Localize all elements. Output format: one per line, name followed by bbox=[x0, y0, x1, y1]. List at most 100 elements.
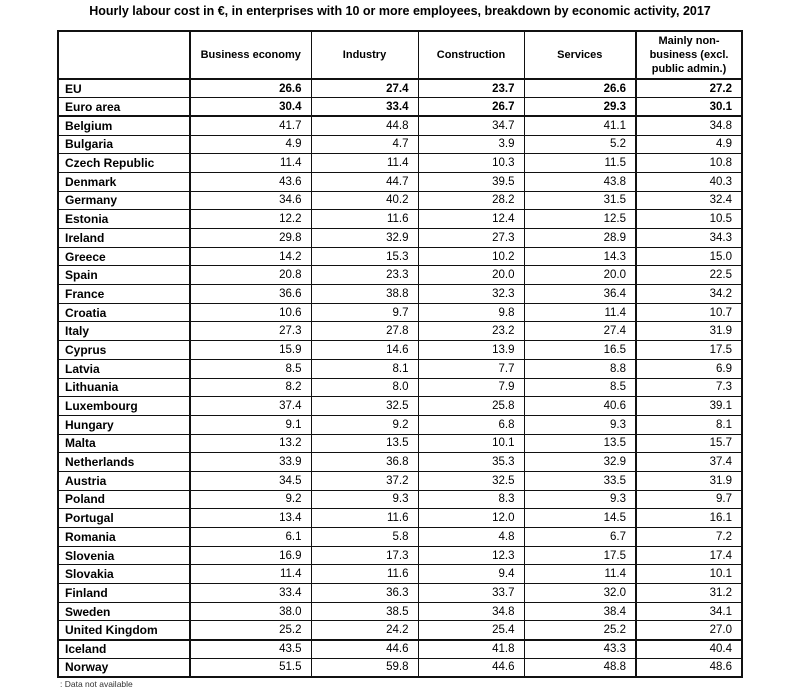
table-row: EU 26.6 27.4 23.7 26.6 27.2 bbox=[57, 78, 743, 99]
value-cell: 36.8 bbox=[310, 452, 419, 472]
value-cell: 34.7 bbox=[417, 115, 525, 136]
value-cell: 4.8 bbox=[417, 527, 525, 547]
value-cell: 27.2 bbox=[635, 78, 743, 99]
row-label: Italy bbox=[57, 321, 191, 342]
value-cell: 10.2 bbox=[417, 246, 525, 267]
row-label: Euro area bbox=[57, 97, 191, 117]
value-cell: 14.6 bbox=[310, 340, 419, 360]
value-cell: 35.3 bbox=[417, 452, 525, 472]
row-label: Austria bbox=[57, 470, 191, 491]
value-cell: 20.0 bbox=[417, 265, 525, 286]
value-cell: 32.3 bbox=[417, 284, 525, 304]
value-cell: 14.3 bbox=[523, 246, 637, 267]
value-cell: 51.5 bbox=[189, 657, 312, 678]
row-label: Malta bbox=[57, 433, 191, 454]
value-cell: 10.3 bbox=[417, 153, 525, 173]
value-cell: 31.9 bbox=[635, 321, 743, 342]
row-label: Ireland bbox=[57, 228, 191, 248]
value-cell: 11.6 bbox=[310, 508, 419, 528]
value-cell: 5.8 bbox=[310, 527, 419, 547]
table-row: Norway 51.5 59.8 44.6 48.8 48.6 bbox=[57, 657, 743, 678]
table-row: France 36.6 38.8 32.3 36.4 34.2 bbox=[57, 284, 743, 304]
value-cell: 27.4 bbox=[523, 321, 637, 342]
value-cell: 34.8 bbox=[417, 601, 525, 622]
value-cell: 13.5 bbox=[523, 433, 637, 454]
table-body: EU 26.6 27.4 23.7 26.6 27.2 Euro area 30.4 33.4 2… bbox=[57, 78, 743, 678]
value-cell: 37.2 bbox=[310, 470, 419, 491]
value-cell: 8.1 bbox=[310, 358, 419, 379]
row-label: Belgium bbox=[57, 115, 191, 136]
value-cell: 27.8 bbox=[310, 321, 419, 342]
value-cell: 13.2 bbox=[189, 433, 312, 454]
value-cell: 12.3 bbox=[417, 545, 525, 566]
value-cell: 9.7 bbox=[310, 302, 419, 323]
value-cell: 12.2 bbox=[189, 209, 312, 229]
value-cell: 34.8 bbox=[635, 115, 743, 136]
corner-cell bbox=[57, 30, 191, 80]
value-cell: 33.5 bbox=[523, 470, 637, 491]
value-cell: 8.1 bbox=[635, 414, 743, 435]
table-row: Estonia 12.2 11.6 12.4 12.5 10.5 bbox=[57, 209, 743, 229]
value-cell: 20.8 bbox=[189, 265, 312, 286]
row-label: Romania bbox=[57, 527, 191, 547]
row-label: Latvia bbox=[57, 358, 191, 379]
value-cell: 6.9 bbox=[635, 358, 743, 379]
row-label: Lithuania bbox=[57, 377, 191, 398]
value-cell: 10.1 bbox=[635, 564, 743, 585]
value-cell: 4.9 bbox=[189, 134, 312, 155]
value-cell: 7.9 bbox=[417, 377, 525, 398]
value-cell: 25.4 bbox=[417, 620, 525, 641]
row-label: Denmark bbox=[57, 171, 191, 192]
table-row: Ireland 29.8 32.9 27.3 28.9 34.3 bbox=[57, 228, 743, 248]
table-row: Sweden 38.0 38.5 34.8 38.4 34.1 bbox=[57, 601, 743, 622]
value-cell: 43.3 bbox=[523, 638, 637, 659]
column-header-industry: Industry bbox=[310, 30, 419, 80]
table-row: Croatia 10.6 9.7 9.8 11.4 10.7 bbox=[57, 302, 743, 323]
value-cell: 44.6 bbox=[417, 657, 525, 678]
table-row: United Kingdom 25.2 24.2 25.4 25.2 27.0 bbox=[57, 620, 743, 641]
value-cell: 11.4 bbox=[189, 153, 312, 173]
value-cell: 44.8 bbox=[310, 115, 419, 136]
value-cell: 3.9 bbox=[417, 134, 525, 155]
value-cell: 23.7 bbox=[417, 78, 525, 99]
value-cell: 23.2 bbox=[417, 321, 525, 342]
table-row: Luxembourg 37.4 32.5 25.8 40.6 39.1 bbox=[57, 396, 743, 416]
value-cell: 44.7 bbox=[310, 171, 419, 192]
value-cell: 39.5 bbox=[417, 171, 525, 192]
value-cell: 9.8 bbox=[417, 302, 525, 323]
table-row: Latvia 8.5 8.1 7.7 8.8 6.9 bbox=[57, 358, 743, 379]
value-cell: 34.6 bbox=[189, 190, 312, 211]
value-cell: 36.4 bbox=[523, 284, 637, 304]
value-cell: 40.2 bbox=[310, 190, 419, 211]
row-label: Hungary bbox=[57, 414, 191, 435]
header-row: Business economy Industry Construction S… bbox=[57, 30, 743, 80]
value-cell: 16.5 bbox=[523, 340, 637, 360]
row-label: Norway bbox=[57, 657, 191, 678]
value-cell: 15.0 bbox=[635, 246, 743, 267]
value-cell: 11.4 bbox=[523, 564, 637, 585]
value-cell: 40.6 bbox=[523, 396, 637, 416]
value-cell: 4.7 bbox=[310, 134, 419, 155]
value-cell: 32.9 bbox=[523, 452, 637, 472]
row-label: Spain bbox=[57, 265, 191, 286]
value-cell: 43.6 bbox=[189, 171, 312, 192]
row-label: Bulgaria bbox=[57, 134, 191, 155]
value-cell: 30.1 bbox=[635, 97, 743, 117]
value-cell: 22.5 bbox=[635, 265, 743, 286]
value-cell: 41.7 bbox=[189, 115, 312, 136]
value-cell: 17.5 bbox=[635, 340, 743, 360]
value-cell: 37.4 bbox=[635, 452, 743, 472]
row-label: Sweden bbox=[57, 601, 191, 622]
row-label: Iceland bbox=[57, 638, 191, 659]
table-row: Austria 34.5 37.2 32.5 33.5 31.9 bbox=[57, 470, 743, 491]
row-label: Cyprus bbox=[57, 340, 191, 360]
value-cell: 13.4 bbox=[189, 508, 312, 528]
value-cell: 11.4 bbox=[310, 153, 419, 173]
value-cell: 15.9 bbox=[189, 340, 312, 360]
table-row: Netherlands 33.9 36.8 35.3 32.9 37.4 bbox=[57, 452, 743, 472]
value-cell: 27.3 bbox=[189, 321, 312, 342]
value-cell: 10.8 bbox=[635, 153, 743, 173]
value-cell: 36.3 bbox=[310, 583, 419, 603]
value-cell: 13.9 bbox=[417, 340, 525, 360]
value-cell: 11.6 bbox=[310, 209, 419, 229]
